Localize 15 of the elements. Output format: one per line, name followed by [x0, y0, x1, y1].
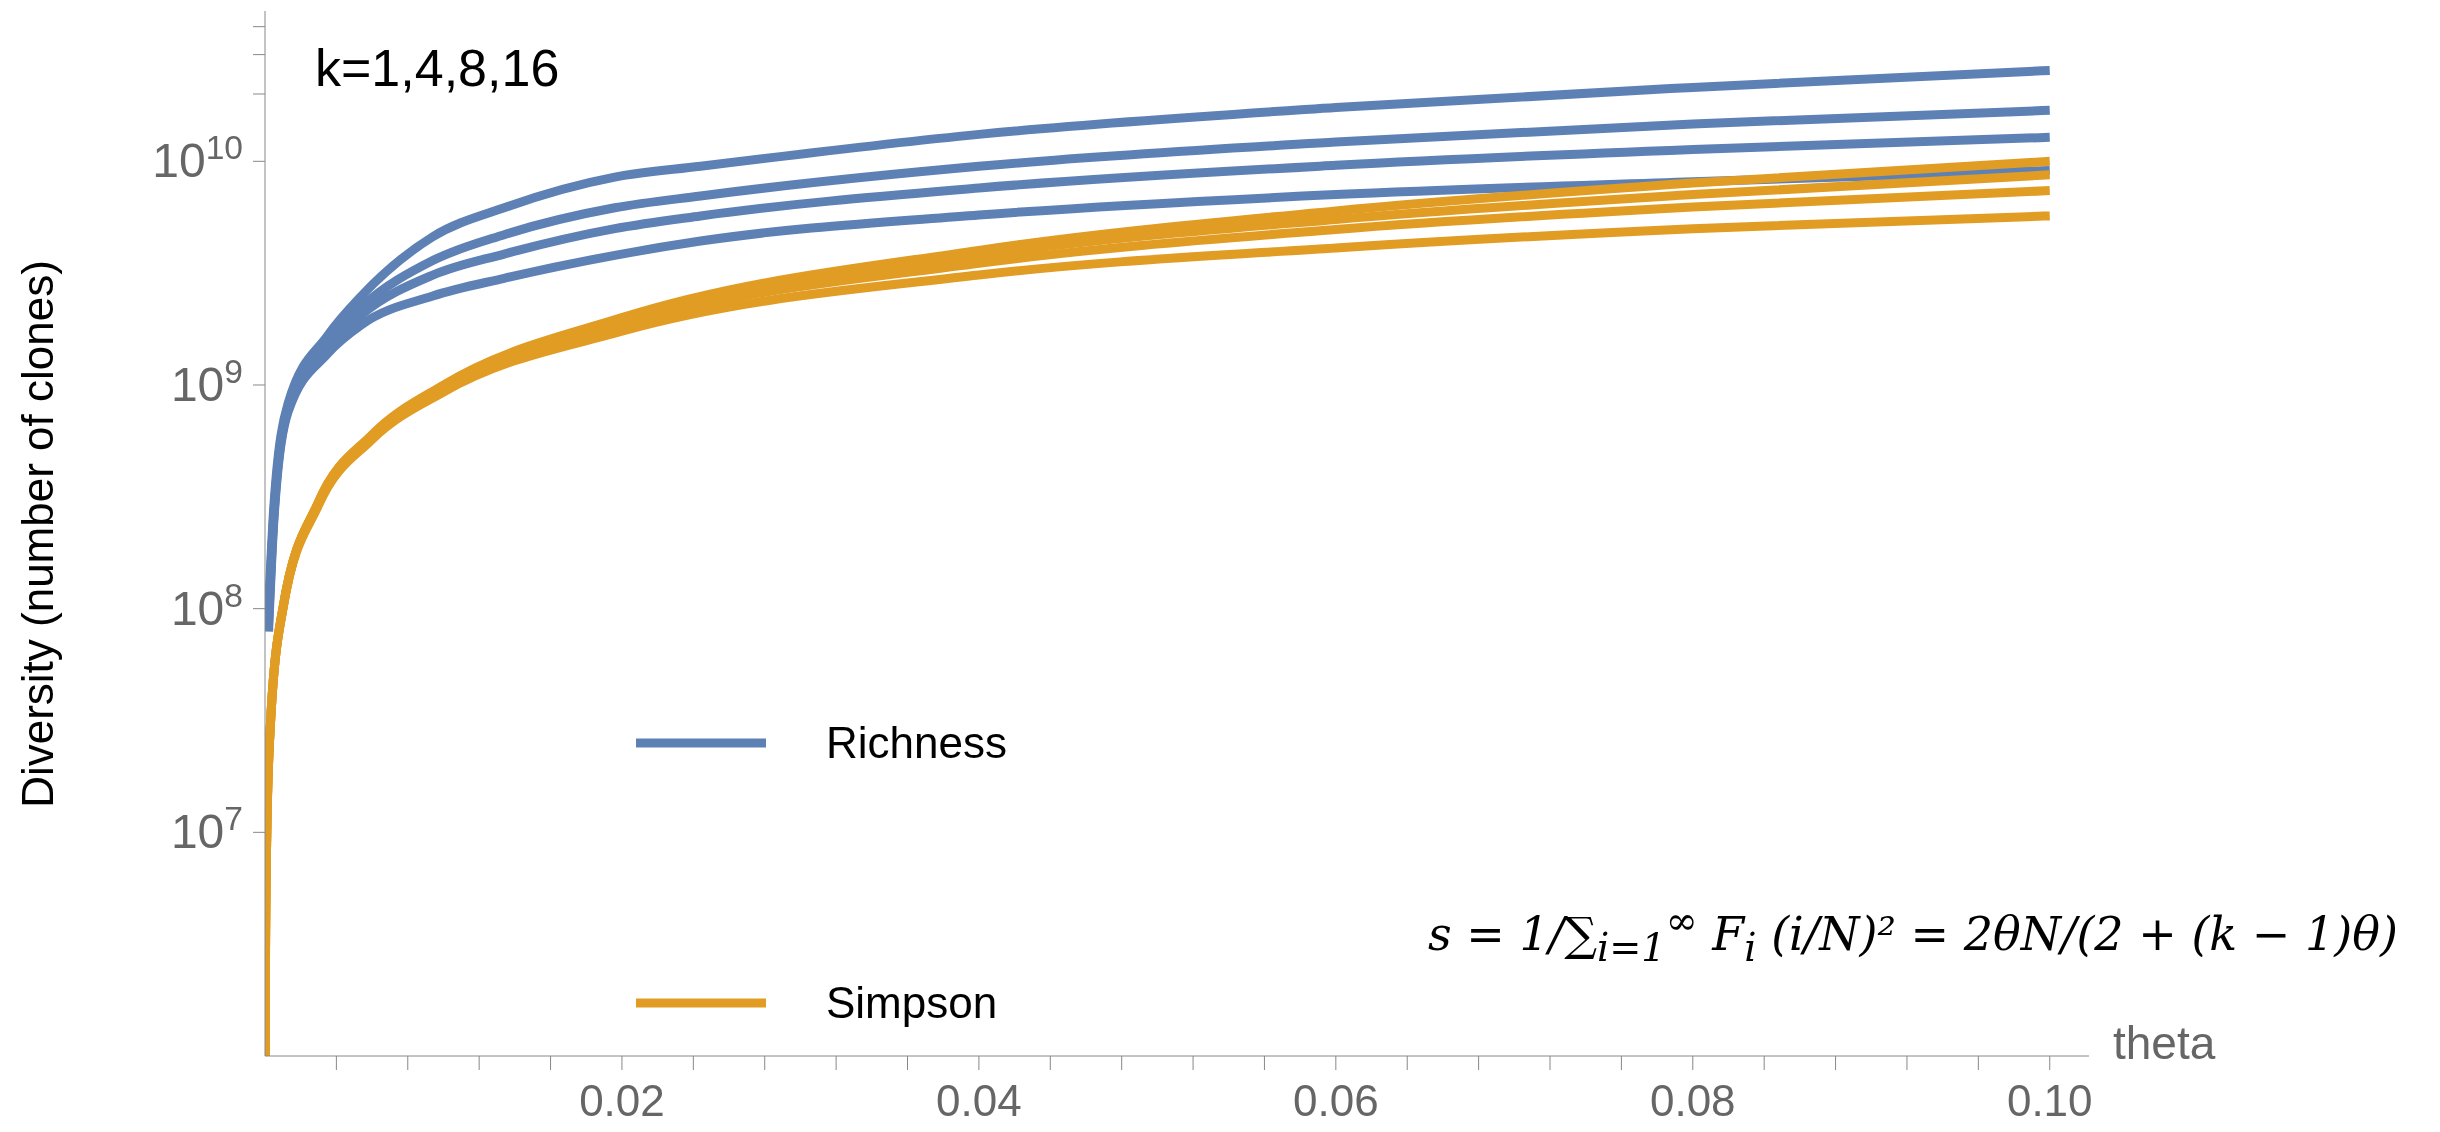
y-tick-label: 10$^{10}$ — [152, 128, 243, 188]
annotation: k=1,4,8,16 — [315, 38, 560, 98]
legend-label: Simpson — [826, 978, 998, 1028]
y-axis-title: Diversity (number of clones) — [13, 259, 63, 808]
legend-label: Richness — [826, 718, 1007, 768]
y-tick-label: 10$^{7}$ — [170, 799, 243, 859]
x-axis-title: theta — [2113, 1016, 2216, 1070]
y-tick-label: 10$^{8}$ — [170, 576, 243, 635]
x-tick-label: 0.04 — [936, 1076, 1022, 1125]
x-tick-label: 0.06 — [1293, 1076, 1379, 1125]
x-tick-label: 0.02 — [579, 1076, 665, 1125]
y-tick-label: 10$^{9}$ — [170, 352, 243, 411]
x-tick-label: 0.10 — [2006, 1076, 2093, 1125]
annotation: s = 1/∑$_{i=1}$$^{∞}$ F$_{i}$ (i/N)² = 2θN/(2 + (k − 1)θ) — [1428, 898, 2398, 970]
x-tick-label: 0.08 — [1649, 1076, 1736, 1125]
